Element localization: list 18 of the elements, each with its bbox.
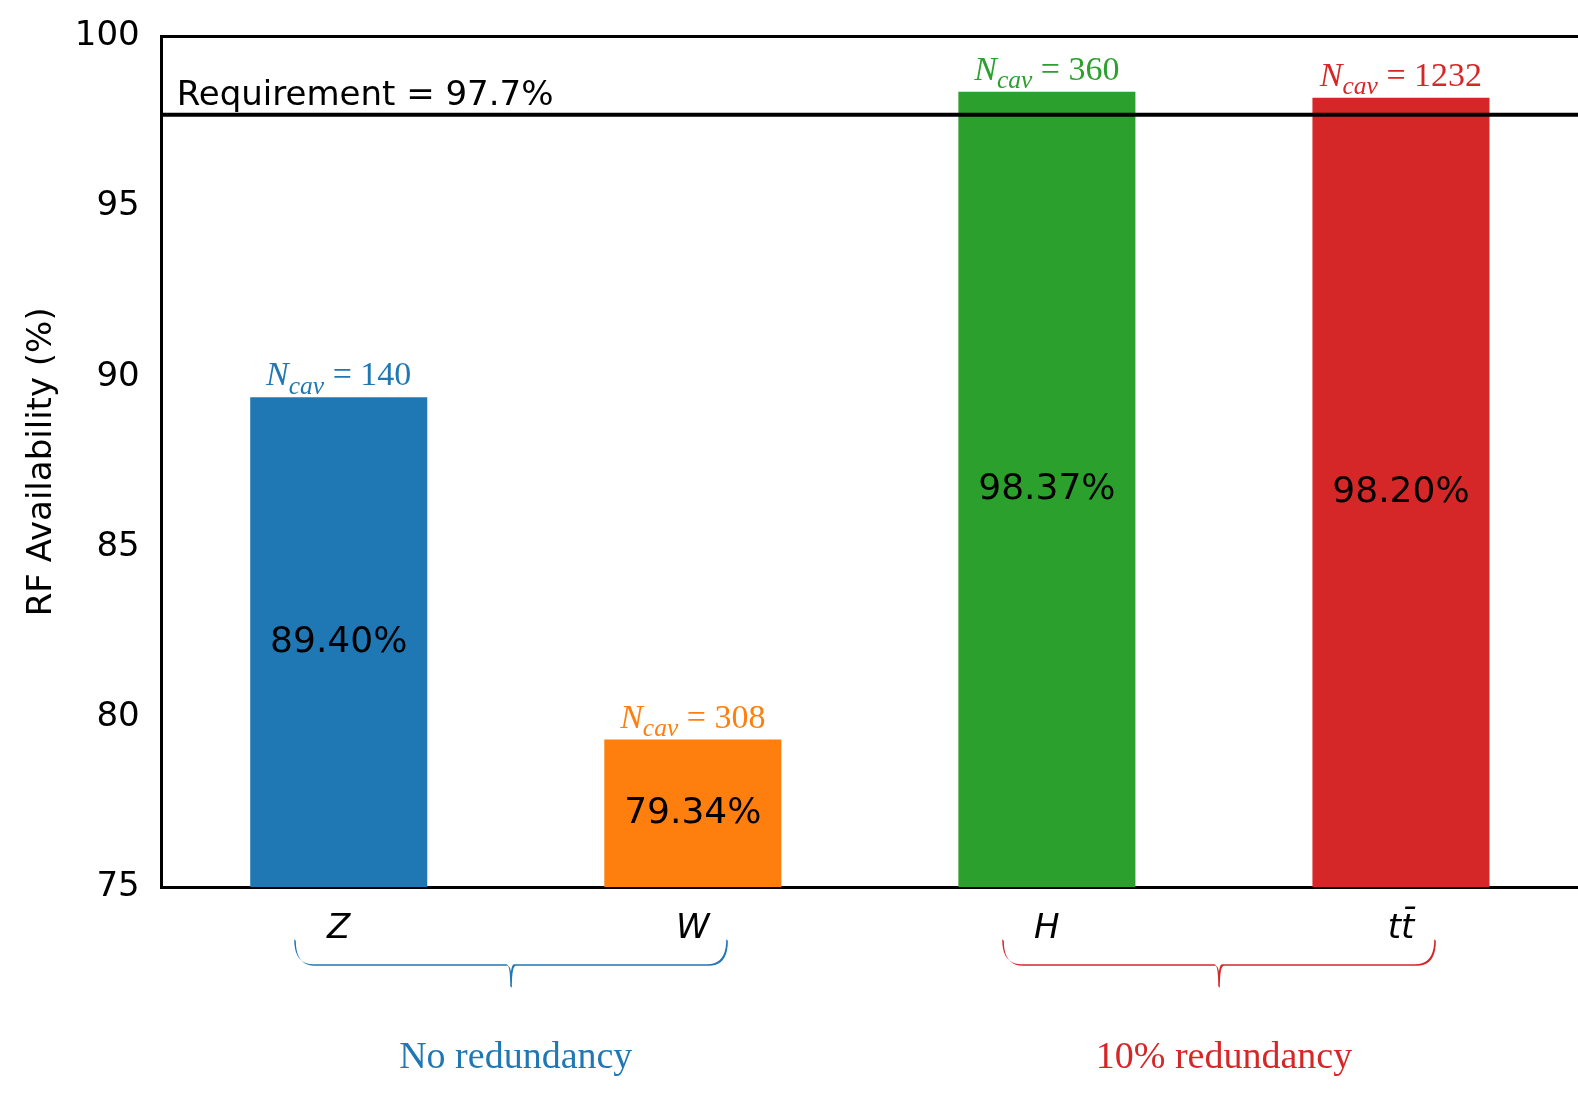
data-label: 98.20% (1332, 468, 1470, 510)
y-tick-label: 85 (96, 523, 140, 564)
y-tick-label: 95 (96, 183, 140, 224)
y-tick-label: 80 (96, 693, 140, 734)
data-label: 79.34% (624, 789, 762, 831)
text: 10% redundancy (1095, 1034, 1353, 1076)
x-tick-label: H (1034, 906, 1060, 947)
ref-line-label: Requirement = 97.7% (176, 72, 554, 113)
y-axis-title: RF Availability (%) (19, 307, 60, 617)
x-tick-label: Z (326, 906, 352, 947)
data-label: 89.40% (270, 618, 408, 660)
y-tick-label: 90 (96, 353, 140, 394)
x-tick-label: W (676, 906, 711, 947)
y-tick-label: 100 (74, 13, 140, 54)
text: No redundancy (399, 1034, 633, 1076)
data-label: 98.37% (978, 465, 1116, 507)
y-tick-label: 75 (96, 864, 140, 905)
x-tick-label: tt̄ (1387, 906, 1416, 947)
